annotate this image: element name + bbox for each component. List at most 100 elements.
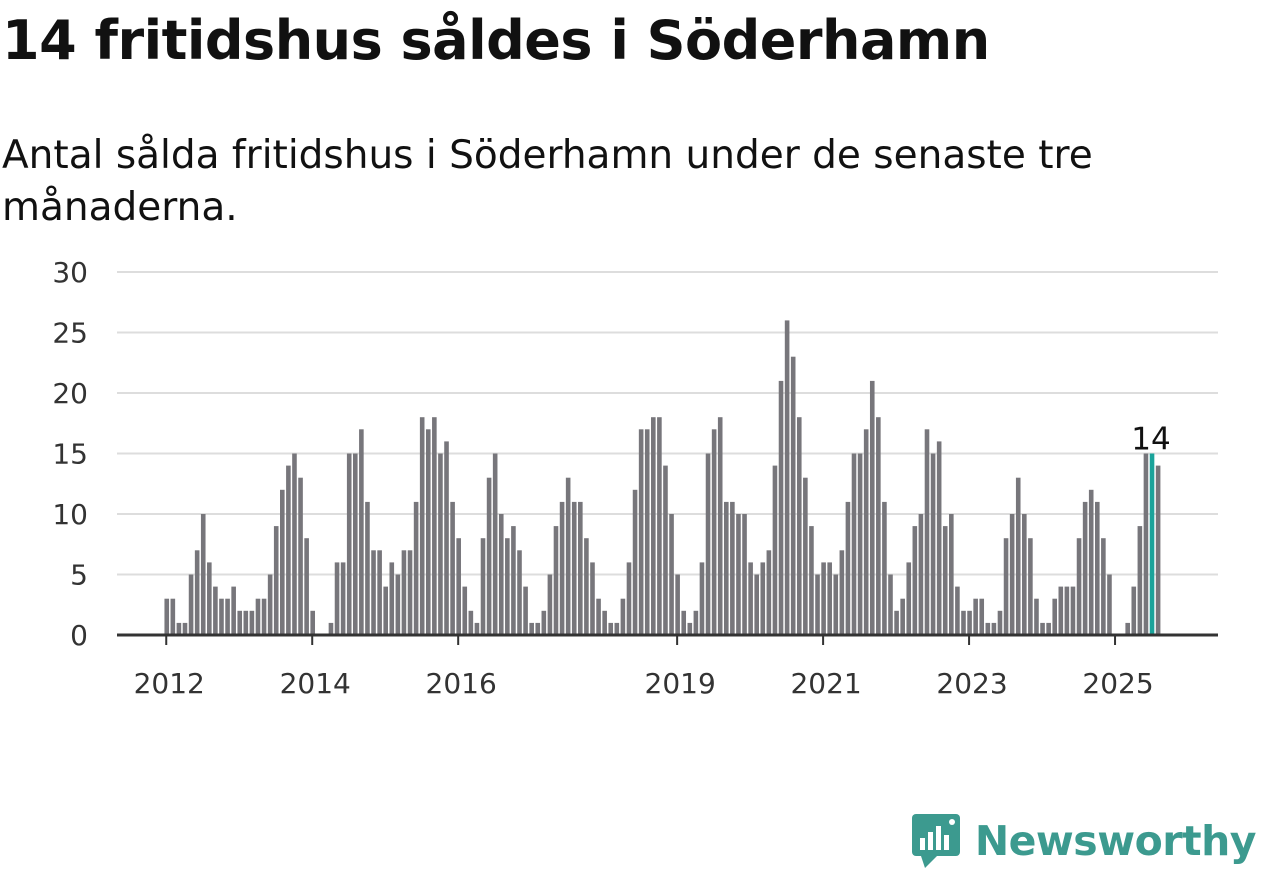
bar [438, 453, 443, 635]
bar [498, 514, 504, 635]
bar [985, 622, 991, 635]
bar [973, 598, 978, 635]
chart-title: 14 fritidshus såldes i Söderhamn [2, 9, 990, 72]
bar [809, 526, 814, 635]
y-tick-label-30: 30 [52, 256, 88, 289]
bar-highlight [1149, 453, 1155, 635]
y-tick-label-25: 25 [52, 317, 88, 350]
bar [1022, 514, 1027, 635]
y-tick-label-0: 0 [70, 619, 88, 652]
bar [413, 501, 419, 635]
bar [608, 622, 614, 635]
bar [377, 550, 382, 635]
bar [176, 622, 182, 635]
bar [742, 514, 747, 635]
bar [225, 598, 230, 635]
bar [638, 429, 644, 635]
bar [1046, 622, 1051, 635]
bar [280, 489, 285, 635]
bar [261, 598, 267, 635]
bar [401, 550, 407, 635]
x-tick-label-2025: 2025 [1082, 667, 1153, 700]
bar [967, 610, 972, 635]
bar [930, 453, 936, 635]
bar [492, 453, 498, 635]
bar [845, 501, 851, 635]
bar [432, 417, 437, 635]
data-labels: 14 [1131, 422, 1170, 458]
bar [505, 538, 510, 635]
bar [693, 610, 699, 635]
x-tick-label-2012: 2012 [134, 667, 205, 700]
bar [517, 550, 522, 635]
bar [766, 550, 772, 635]
x-tick-label-2023: 2023 [936, 667, 1007, 700]
y-tick-label-20: 20 [52, 377, 88, 410]
y-tick-label-5: 5 [70, 559, 88, 592]
bar [359, 429, 364, 635]
bar [1088, 489, 1094, 635]
bar [529, 622, 534, 635]
bar [523, 586, 528, 635]
bar [1125, 622, 1130, 635]
bar [912, 526, 918, 635]
bar [207, 562, 212, 635]
bar [1137, 526, 1143, 635]
bar [1015, 477, 1021, 635]
bar [541, 610, 547, 635]
bar [1034, 598, 1039, 635]
bar [961, 610, 966, 635]
bar [213, 586, 218, 635]
bar [711, 429, 717, 635]
bar [596, 598, 601, 635]
bar [632, 489, 638, 635]
bar [298, 477, 303, 635]
bar [1028, 538, 1033, 635]
bar [407, 550, 413, 635]
bar [851, 453, 857, 635]
bar [790, 356, 796, 635]
bar [547, 574, 553, 635]
bar [620, 598, 626, 635]
bar [681, 610, 687, 635]
bar [231, 586, 236, 635]
newsworthy-logo-icon [911, 814, 960, 868]
bar [273, 526, 279, 635]
bar [827, 562, 832, 635]
bar [602, 610, 607, 635]
bar [924, 429, 930, 635]
bar [328, 622, 334, 635]
bar [1064, 586, 1070, 635]
bar [869, 380, 875, 635]
bar [590, 562, 595, 635]
bar [249, 610, 255, 635]
bar [979, 598, 985, 635]
bar [243, 610, 249, 635]
bar [1094, 501, 1100, 635]
bars [164, 320, 1161, 635]
bar [614, 622, 620, 635]
bar [730, 501, 735, 635]
bar [1107, 574, 1112, 635]
bar [784, 320, 790, 635]
bar [1155, 465, 1161, 635]
bar [474, 622, 480, 635]
bar [882, 501, 887, 635]
bar [748, 562, 753, 635]
chart-subtitle: Antal sålda fritidshus i Söderhamn under… [2, 133, 1093, 230]
bar [796, 417, 802, 635]
bar [395, 574, 401, 635]
bar [942, 526, 948, 635]
bar [553, 526, 559, 635]
bar [571, 501, 577, 635]
bar [669, 514, 674, 635]
bar [863, 429, 869, 635]
bar [170, 598, 176, 635]
bar [346, 453, 352, 635]
bar [644, 429, 650, 635]
bar [991, 622, 997, 635]
bar [821, 562, 826, 635]
bar [164, 598, 170, 635]
bar [699, 562, 705, 635]
